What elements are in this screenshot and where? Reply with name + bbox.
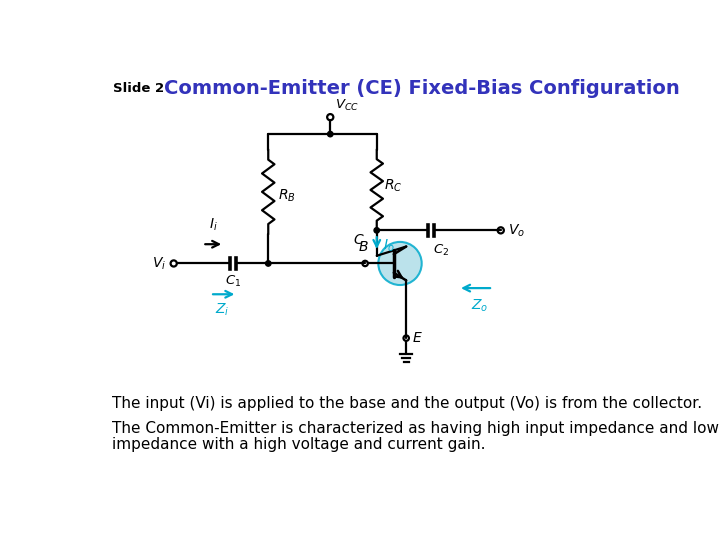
Text: The Common-Emitter is characterized as having high input impedance and low outpu: The Common-Emitter is characterized as h… xyxy=(112,421,720,436)
Text: Slide 2: Slide 2 xyxy=(113,82,164,94)
Text: $V_o$: $V_o$ xyxy=(508,222,526,239)
Text: $I_i$: $I_i$ xyxy=(209,217,217,233)
Text: $C$: $C$ xyxy=(353,233,364,247)
Circle shape xyxy=(378,242,422,285)
Text: $R_C$: $R_C$ xyxy=(384,178,403,194)
Text: $Z_o$: $Z_o$ xyxy=(471,298,488,314)
Text: $R_B$: $R_B$ xyxy=(277,187,295,204)
Text: $Z_i$: $Z_i$ xyxy=(215,302,229,319)
Text: $C_1$: $C_1$ xyxy=(225,274,241,289)
Text: $E$: $E$ xyxy=(413,331,423,345)
Circle shape xyxy=(374,228,379,233)
Text: $V_i$: $V_i$ xyxy=(152,255,166,272)
Text: $I_o$: $I_o$ xyxy=(383,238,395,254)
Text: Common-Emitter (CE) Fixed-Bias Configuration: Common-Emitter (CE) Fixed-Bias Configura… xyxy=(163,79,680,98)
Circle shape xyxy=(266,261,271,266)
Text: $B$: $B$ xyxy=(359,240,369,254)
Circle shape xyxy=(328,131,333,137)
Text: $V_{CC}$: $V_{CC}$ xyxy=(335,97,359,112)
Text: $C_2$: $C_2$ xyxy=(433,242,449,258)
Text: impedance with a high voltage and current gain.: impedance with a high voltage and curren… xyxy=(112,437,485,453)
Text: The input (Vi) is applied to the base and the output (Vo) is from the collector.: The input (Vi) is applied to the base an… xyxy=(112,396,702,411)
